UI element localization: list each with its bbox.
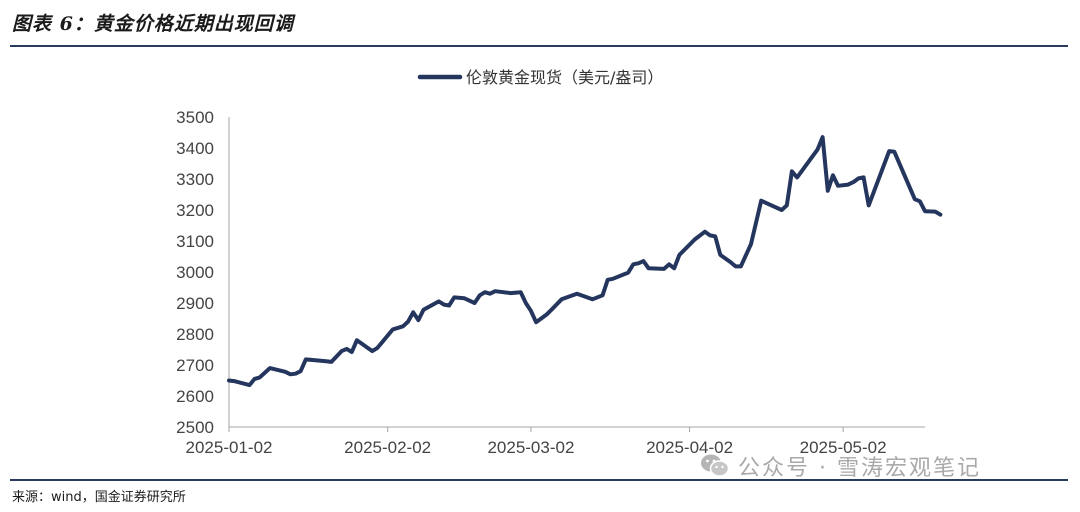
top-rule xyxy=(10,45,1068,47)
y-tick-label: 3200 xyxy=(176,201,214,220)
x-tick-label: 2025-01-02 xyxy=(186,438,273,457)
y-tick-label: 2700 xyxy=(176,356,214,375)
bottom-rule xyxy=(10,479,1068,481)
y-tick-label: 2800 xyxy=(176,325,214,344)
legend-label: 伦敦黄金现货（美元/盎司） xyxy=(466,68,663,87)
x-tick-label: 2025-02-02 xyxy=(344,438,431,457)
x-tick-label: 2025-04-02 xyxy=(646,438,733,457)
watermark-text: 公众号 · 雪涛宏观笔记 xyxy=(738,456,981,481)
wechat-icon xyxy=(701,454,730,477)
plot-area xyxy=(227,135,943,388)
y-tick-label: 3400 xyxy=(176,139,214,158)
legend: 伦敦黄金现货（美元/盎司） xyxy=(417,68,663,87)
x-axis: 2025-01-02 2025-02-02 2025-03-02 2025-04-02… xyxy=(186,426,925,457)
y-tick-label: 2900 xyxy=(176,294,214,313)
y-tick-label: 3300 xyxy=(176,170,214,189)
x-tick-label: 2025-05-02 xyxy=(800,438,887,457)
source-note: 来源：wind，国金证券研究所 xyxy=(12,490,186,505)
x-tick-label: 2025-03-02 xyxy=(487,438,574,457)
y-axis: 2500 2600 2700 2800 2900 3000 3100 3200 3300 3400… xyxy=(176,108,230,437)
y-tick-label: 2500 xyxy=(176,418,214,437)
y-tick-label: 3100 xyxy=(176,232,214,251)
y-tick-label: 2600 xyxy=(176,387,214,406)
y-tick-label: 3000 xyxy=(176,263,214,282)
gold-price-line-chart: 伦敦黄金现货（美元/盎司） 2500 2600 2700 2800 2900 3000 31… xyxy=(176,68,943,457)
watermark: 公众号 · 雪涛宏观笔记 xyxy=(700,448,981,484)
figure-title: 图表 6：黄金价格近期出现回调 xyxy=(12,13,294,35)
series-line xyxy=(227,135,943,388)
y-tick-label: 3500 xyxy=(176,108,214,127)
